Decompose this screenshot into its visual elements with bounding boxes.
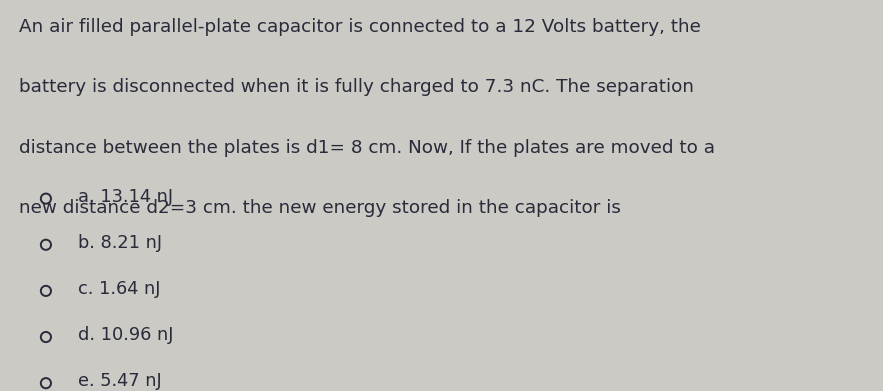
Text: b. 8.21 nJ: b. 8.21 nJ [78, 234, 162, 252]
Text: battery is disconnected when it is fully charged to 7.3 nC. The separation: battery is disconnected when it is fully… [19, 78, 694, 96]
Text: a. 13.14 nJ: a. 13.14 nJ [78, 188, 173, 206]
Text: An air filled parallel-plate capacitor is connected to a 12 Volts battery, the: An air filled parallel-plate capacitor i… [19, 18, 701, 36]
Text: distance between the plates is d1= 8 cm. Now, If the plates are moved to a: distance between the plates is d1= 8 cm.… [19, 139, 715, 157]
Text: e. 5.47 nJ: e. 5.47 nJ [78, 372, 162, 390]
Text: d. 10.96 nJ: d. 10.96 nJ [78, 326, 173, 344]
Text: c. 1.64 nJ: c. 1.64 nJ [78, 280, 160, 298]
Text: new distance d2=3 cm. the new energy stored in the capacitor is: new distance d2=3 cm. the new energy sto… [19, 199, 622, 217]
